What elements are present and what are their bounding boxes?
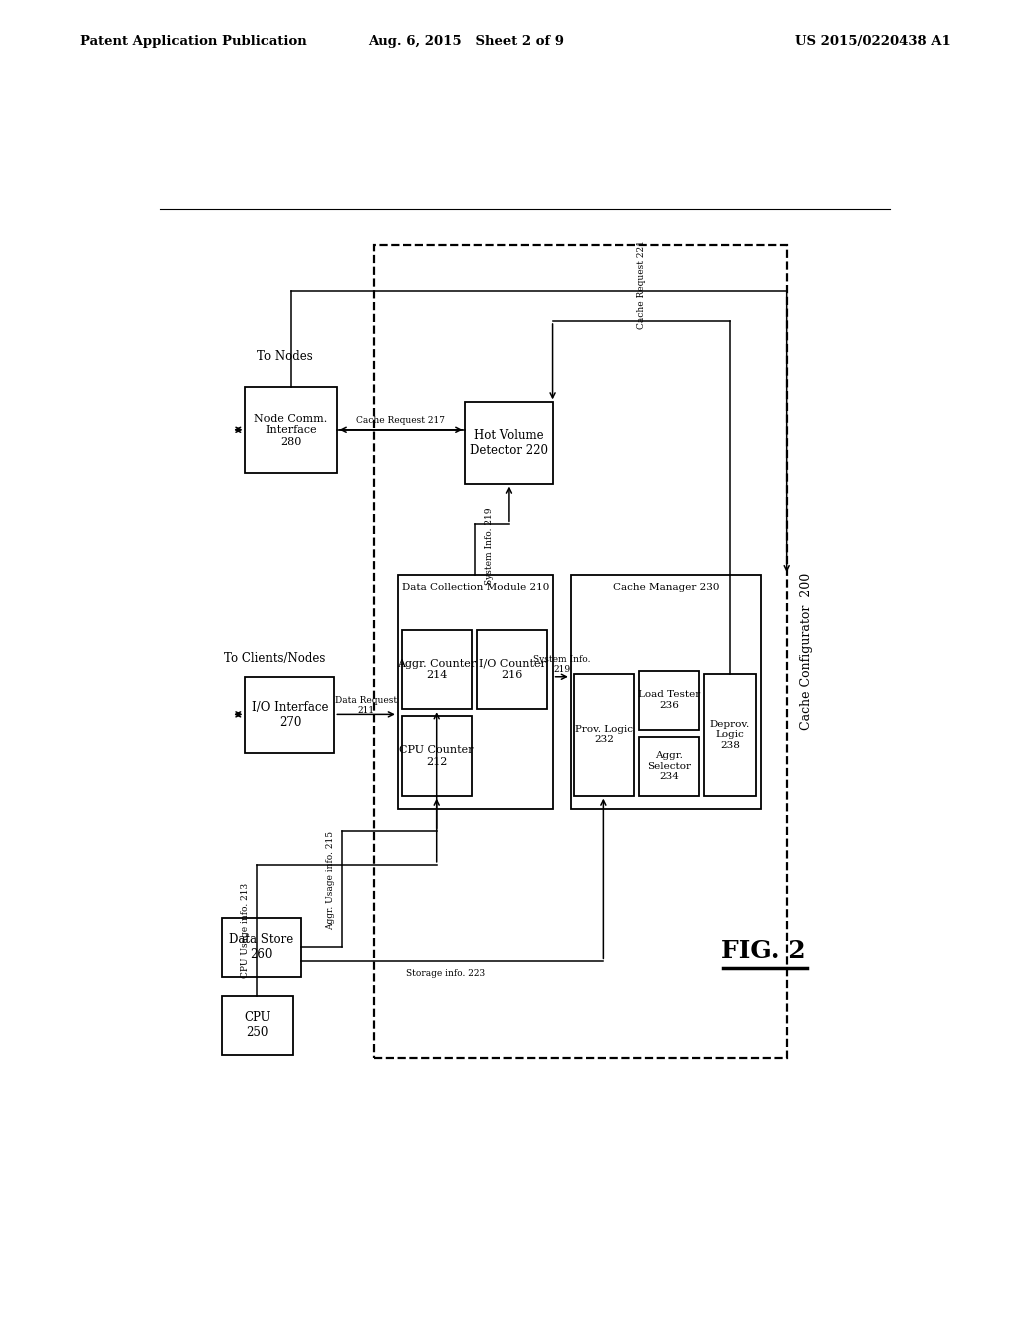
Text: I/O Interface
270: I/O Interface 270 xyxy=(252,701,328,729)
Text: Hot Volume
Detector 220: Hot Volume Detector 220 xyxy=(470,429,548,457)
Text: Aug. 6, 2015   Sheet 2 of 9: Aug. 6, 2015 Sheet 2 of 9 xyxy=(368,34,564,48)
Text: Load Tester
236: Load Tester 236 xyxy=(638,690,700,710)
Text: Storage info. 223: Storage info. 223 xyxy=(406,969,485,978)
Text: Patent Application Publication: Patent Application Publication xyxy=(80,34,306,48)
Bar xyxy=(401,630,472,709)
Text: Data Request
211: Data Request 211 xyxy=(335,696,397,715)
Bar xyxy=(574,673,634,796)
Text: Cache Manager 230: Cache Manager 230 xyxy=(612,583,719,591)
Text: System Info. 219: System Info. 219 xyxy=(484,508,494,585)
Bar xyxy=(639,737,698,796)
Text: Prov. Logic
232: Prov. Logic 232 xyxy=(574,725,633,744)
Bar xyxy=(397,576,553,809)
Bar xyxy=(401,717,472,796)
Bar xyxy=(639,671,698,730)
Bar xyxy=(221,917,301,977)
Text: To Clients/Nodes: To Clients/Nodes xyxy=(224,652,326,665)
Text: FIG. 2: FIG. 2 xyxy=(721,940,805,964)
Bar xyxy=(477,630,547,709)
Text: CPU Counter
212: CPU Counter 212 xyxy=(399,746,474,767)
Text: System Info.
219: System Info. 219 xyxy=(534,655,591,675)
Text: Data Store
260: Data Store 260 xyxy=(229,933,294,961)
Text: Data Collection Module 210: Data Collection Module 210 xyxy=(401,583,549,591)
Text: Aggr. Usage info. 215: Aggr. Usage info. 215 xyxy=(326,830,335,929)
Text: Cache Configurator  200: Cache Configurator 200 xyxy=(800,573,813,730)
Bar xyxy=(465,403,553,483)
Text: Node Comm.
Interface
280: Node Comm. Interface 280 xyxy=(254,413,328,447)
Text: Aggr. Counter
214: Aggr. Counter 214 xyxy=(397,659,476,680)
Bar xyxy=(705,673,756,796)
Bar xyxy=(570,576,761,809)
Bar xyxy=(221,995,293,1055)
Text: Aggr.
Selector
234: Aggr. Selector 234 xyxy=(647,751,691,781)
Text: Cache Request 221: Cache Request 221 xyxy=(637,240,646,329)
Text: Deprov.
Logic
238: Deprov. Logic 238 xyxy=(710,719,750,750)
Text: To Nodes: To Nodes xyxy=(257,350,313,363)
Text: I/O Counter
216: I/O Counter 216 xyxy=(478,659,546,680)
Bar xyxy=(246,387,337,474)
Bar xyxy=(246,677,334,752)
Text: CPU Usage info. 213: CPU Usage info. 213 xyxy=(241,883,250,978)
Bar xyxy=(374,244,786,1057)
Text: Cache Request 217: Cache Request 217 xyxy=(356,416,445,425)
Text: US 2015/0220438 A1: US 2015/0220438 A1 xyxy=(795,34,950,48)
Text: CPU
250: CPU 250 xyxy=(244,1011,270,1039)
